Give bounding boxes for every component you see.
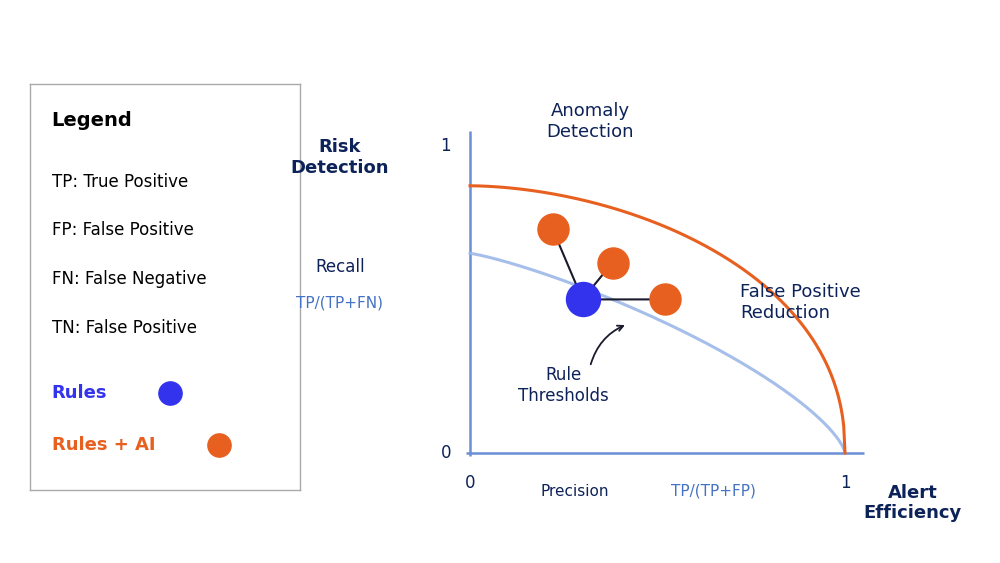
Point bbox=[657, 295, 673, 304]
Text: Precision: Precision bbox=[541, 484, 609, 499]
Point bbox=[162, 388, 178, 397]
Text: TP: True Positive: TP: True Positive bbox=[52, 173, 188, 191]
Text: 0: 0 bbox=[441, 444, 451, 462]
Text: Anomaly
Detection: Anomaly Detection bbox=[546, 102, 634, 141]
Text: TN: False Positive: TN: False Positive bbox=[52, 319, 197, 337]
Text: Rule
Thresholds: Rule Thresholds bbox=[518, 366, 609, 405]
Text: FP: False Positive: FP: False Positive bbox=[52, 221, 193, 239]
Text: Rules: Rules bbox=[52, 383, 107, 401]
Text: Risk
Detection: Risk Detection bbox=[291, 138, 389, 177]
Point bbox=[211, 441, 227, 450]
Point bbox=[574, 295, 590, 304]
Text: Rules + AI: Rules + AI bbox=[52, 436, 155, 454]
Point bbox=[544, 224, 560, 233]
Text: Alert
Efficiency: Alert Efficiency bbox=[863, 484, 962, 522]
Text: 0: 0 bbox=[465, 475, 475, 493]
Text: TP/(TP+FN): TP/(TP+FN) bbox=[296, 296, 383, 311]
Text: TP/(TP+FP): TP/(TP+FP) bbox=[671, 484, 756, 499]
Text: Legend: Legend bbox=[52, 111, 132, 131]
Text: False Positive
Reduction: False Positive Reduction bbox=[740, 283, 861, 322]
Text: FN: False Negative: FN: False Negative bbox=[52, 270, 206, 288]
Text: 1: 1 bbox=[441, 137, 451, 155]
Text: 1: 1 bbox=[840, 475, 850, 493]
Text: Recall: Recall bbox=[315, 258, 365, 276]
Point bbox=[604, 258, 620, 267]
